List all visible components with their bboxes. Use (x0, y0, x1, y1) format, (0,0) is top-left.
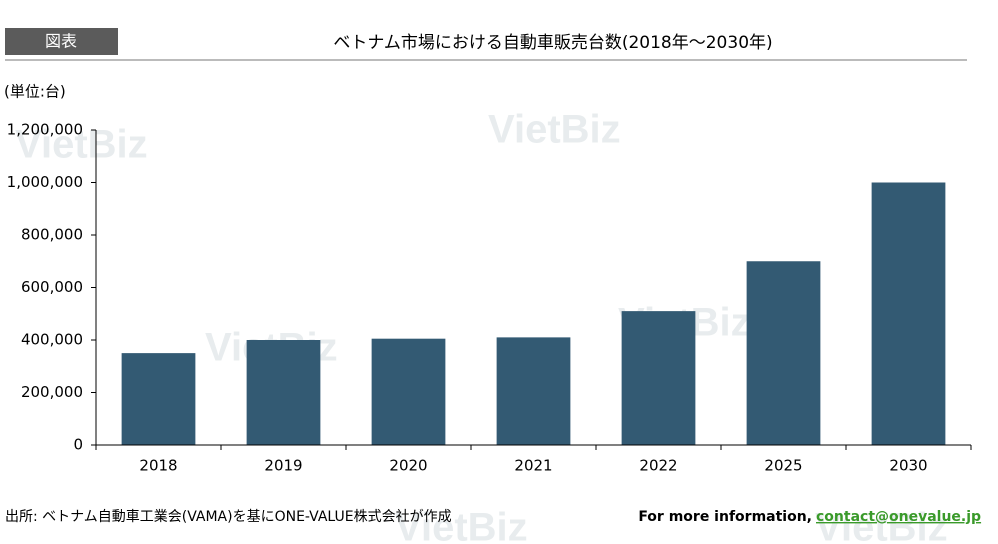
source: 出所: ベトナム自動車工業会(VAMA)を基にONE-VALUE株式会社が作成 (5, 508, 452, 525)
y-tick-label: 1,200,000 (7, 121, 83, 139)
watermark: VietBiz (815, 506, 948, 544)
bar (621, 311, 696, 445)
y-tick-label: 1,000,000 (7, 173, 83, 191)
y-tick-label: 400,000 (21, 331, 83, 349)
bar (121, 353, 196, 445)
x-tick-label: 2025 (764, 457, 802, 475)
x-tick-label: 2021 (514, 457, 552, 475)
x-tick-label: 2030 (889, 457, 927, 475)
chart-title: ベトナム市場における自動車販売台数(2018年～2030年) (333, 33, 772, 53)
contact-link[interactable]: contact@onevalue.jp (816, 509, 981, 525)
bar (246, 340, 321, 445)
y-tick-label: 200,000 (21, 383, 83, 401)
unit-note: (単位:台) (4, 83, 66, 101)
bar (496, 337, 571, 445)
watermark: VietBiz (15, 123, 148, 167)
label-box (5, 28, 118, 55)
bar (371, 338, 446, 445)
watermark: VietBiz (488, 108, 621, 152)
y-tick-label: 0 (73, 436, 83, 454)
bar (871, 182, 946, 445)
x-tick-label: 2022 (639, 457, 677, 475)
bar (746, 261, 821, 445)
x-tick-label: 2020 (389, 457, 427, 475)
y-tick-label: 600,000 (21, 278, 83, 296)
x-tick-label: 2018 (139, 457, 177, 475)
x-tick-label: 2019 (264, 457, 302, 475)
y-tick-label: 800,000 (21, 226, 83, 244)
label: 図表 (45, 32, 77, 51)
info-text: For more information, (638, 509, 812, 525)
watermark: VietBiz (395, 506, 528, 544)
